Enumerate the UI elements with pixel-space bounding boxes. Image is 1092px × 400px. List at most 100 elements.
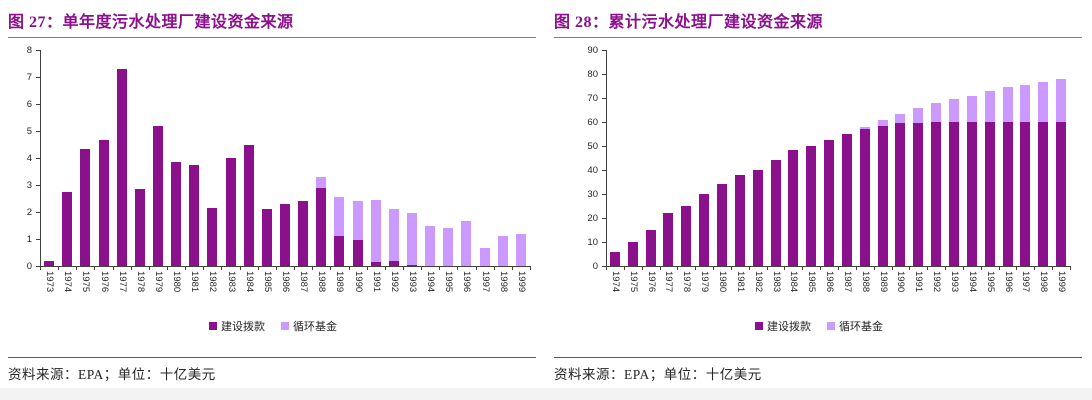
legend-swatch-icon [209,322,217,330]
x-axis-tick [76,266,78,270]
x-axis-tick [1052,266,1054,270]
x-axis-label-1973: 1973 [44,271,56,293]
figure-27-footer-rule [8,357,536,358]
y-axis-tick-label: 30 [587,189,598,200]
x-axis-tick [945,266,947,270]
legend-swatch-icon [281,322,289,330]
y-axis-tick-label: 50 [587,141,598,152]
x-axis-label-1998: 1998 [497,271,509,293]
x-axis-label-1982: 1982 [207,271,219,293]
y-axis-tick-label: 1 [26,234,32,245]
legend-label: 循环基金 [839,321,883,333]
bar-segment-grants-1997 [1020,122,1031,266]
y-axis-tick-label: 8 [26,45,32,56]
x-axis-label-1984: 1984 [243,271,255,293]
y-axis-tick-label: 90 [587,45,598,56]
y-axis-tick-label: 40 [587,165,598,176]
y-axis-tick-label: 70 [587,93,598,104]
x-axis-label-1978: 1978 [681,271,693,293]
x-axis-tick [766,266,768,270]
figure-27-title-rule [8,37,536,38]
x-axis-tick [366,266,368,270]
x-axis-tick [909,266,911,270]
bar-segment-grants-1976 [98,140,109,266]
figure-28-footer-rule [554,357,1082,358]
x-axis-tick [94,266,96,270]
bar-segment-revolving-1994 [966,95,977,122]
x-axis-tick [891,266,893,270]
x-axis-label-1989: 1989 [877,271,889,293]
bottom-strip [0,388,1092,400]
x-axis-tick [203,266,205,270]
bar-segment-revolving-1992 [388,209,399,261]
x-axis-label-1992: 1992 [388,271,400,293]
x-axis-tick [221,266,223,270]
bar-segment-grants-1988 [316,187,327,266]
x-axis-tick [130,266,132,270]
x-axis-line [40,266,530,267]
bar-segment-grants-1987 [298,201,309,266]
x-axis-tick [58,266,60,270]
bar-segment-grants-1980 [717,184,727,266]
legend-item-grants: 建设拨款 [209,318,265,334]
legend-item-grants: 建设拨款 [755,318,811,334]
x-axis-tick [784,266,786,270]
x-axis-label-1976: 1976 [98,271,110,293]
x-axis-label-1996: 1996 [1002,271,1014,293]
x-axis-label-1992: 1992 [931,271,943,293]
y-axis-tick-label: 0 [26,261,32,272]
x-axis-tick [348,266,350,270]
y-axis-tick [602,122,606,123]
y-axis-tick [602,74,606,75]
x-axis-label-1991: 1991 [913,271,925,293]
y-axis-tick [36,212,40,213]
x-axis-label-1983: 1983 [225,271,237,293]
figure-28-source-note: 资料来源：EPA；单位：十亿美元 [554,367,762,382]
x-axis-label-1995: 1995 [443,271,455,293]
legend-item-revolving: 循环基金 [281,318,337,334]
x-axis-tick [475,266,477,270]
x-axis-label-1994: 1994 [966,271,978,293]
bar-segment-revolving-1994 [425,225,436,266]
x-axis-tick [677,266,679,270]
x-axis-label-1989: 1989 [334,271,346,293]
figure-28-title: 图 28：累计污水处理厂建设资金来源 [554,14,824,31]
x-axis-label-1985: 1985 [806,271,818,293]
legend-swatch-icon [827,322,835,330]
x-axis-label-1975: 1975 [80,271,92,293]
bar-segment-revolving-1995 [984,90,995,122]
y-axis-line [606,50,607,267]
x-axis-tick [530,266,531,270]
x-axis-label-1980: 1980 [717,271,728,293]
figure-28-chart: 0 10 20 30 40 50 60 70 80 90 1974 1975 1976 1977 1978 1… [574,38,1076,308]
figure-27-title: 图 27：单年度污水处理厂建设资金来源 [8,14,294,31]
x-axis-tick [421,266,423,270]
x-axis-tick [998,266,1000,270]
x-axis-tick [312,266,314,270]
figure-27-panel: 图 27：单年度污水处理厂建设资金来源 0 1 2 3 4 5 6 7 8 1973 1974 197… [8,14,536,382]
x-axis-label-1981: 1981 [189,271,201,293]
x-axis-label-1985: 1985 [261,271,273,293]
x-axis-label-1988: 1988 [859,271,871,293]
x-axis-label-1982: 1982 [752,271,764,293]
figure-28-panel: 图 28：累计污水处理厂建设资金来源 0 10 20 30 40 50 60 70 80 90 19… [546,0,1092,400]
x-axis-label-1981: 1981 [734,271,746,293]
y-axis-tick [36,266,40,267]
x-axis-tick [641,266,643,270]
x-axis-tick [148,266,150,270]
bar-segment-grants-1986 [280,203,290,266]
bar-segment-grants-1987 [841,134,852,266]
bar-segment-grants-1982 [207,207,218,266]
bar-segment-grants-1973 [44,260,55,266]
x-axis-tick [802,266,804,270]
bar-segment-revolving-1989 [877,119,888,126]
x-axis-label-1975: 1975 [627,271,639,293]
bar-segment-grants-1985 [261,209,272,266]
bar-segment-grants-1981 [734,174,745,266]
bar-segment-revolving-1991 [370,199,381,262]
y-axis-tick-label: 0 [592,261,598,272]
bar-segment-grants-1989 [877,125,888,266]
x-axis-label-1988: 1988 [316,271,328,293]
bar-segment-grants-1991 [913,123,924,266]
y-axis-tick-label: 20 [587,213,598,224]
